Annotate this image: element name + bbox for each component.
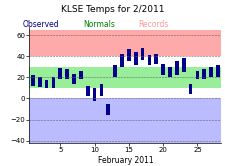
- Bar: [119, 54, 123, 67]
- Text: Observed: Observed: [22, 20, 59, 29]
- X-axis label: February 2011: February 2011: [97, 156, 153, 165]
- Bar: [147, 55, 151, 65]
- Bar: [99, 84, 103, 96]
- Bar: [215, 65, 219, 77]
- Bar: [208, 67, 212, 77]
- Bar: [92, 88, 96, 100]
- Bar: [140, 48, 144, 60]
- Bar: [58, 68, 62, 79]
- Text: Records: Records: [138, 20, 168, 29]
- Bar: [113, 65, 117, 77]
- Bar: [154, 54, 158, 64]
- Bar: [181, 58, 185, 72]
- Bar: [65, 69, 69, 79]
- Bar: [188, 84, 192, 94]
- Text: Normals: Normals: [83, 20, 115, 29]
- Bar: [45, 81, 48, 88]
- Bar: [202, 69, 205, 79]
- Bar: [161, 64, 164, 75]
- Bar: [51, 77, 55, 88]
- Bar: [195, 71, 198, 79]
- Bar: [38, 77, 41, 87]
- Bar: [174, 61, 178, 75]
- Bar: [167, 67, 171, 77]
- Bar: [72, 74, 76, 84]
- Bar: [79, 71, 82, 79]
- Bar: [133, 52, 137, 65]
- Bar: [106, 104, 110, 115]
- Text: KLSE Temps for 2/2011: KLSE Temps for 2/2011: [61, 5, 164, 14]
- Bar: [31, 75, 35, 86]
- Bar: [86, 86, 89, 96]
- Bar: [126, 49, 130, 61]
